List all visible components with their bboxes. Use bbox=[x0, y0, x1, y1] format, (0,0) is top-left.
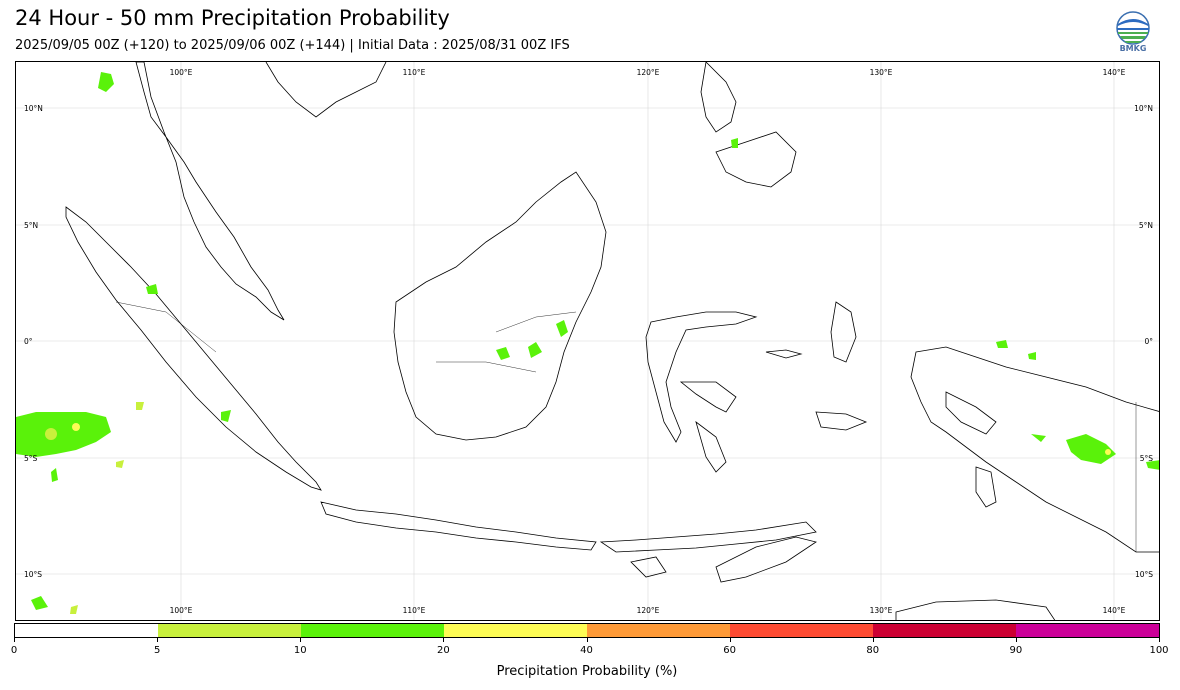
lon-label-bottom: 120°E bbox=[637, 606, 660, 615]
colorbar-segment bbox=[1016, 624, 1159, 637]
lon-label-top: 130°E bbox=[870, 68, 893, 77]
colorbar-tick-label: 80 bbox=[866, 645, 880, 656]
lon-label-top: 140°E bbox=[1103, 68, 1126, 77]
logo-text: BMKG bbox=[1119, 44, 1147, 53]
colorbar-tick bbox=[443, 638, 445, 642]
colorbar-tick-label: 90 bbox=[1009, 645, 1023, 656]
lat-label-right: 10°S bbox=[1135, 570, 1153, 579]
lat-label-right: 5°S bbox=[1140, 454, 1154, 463]
colorbar-label: Precipitation Probability (%) bbox=[496, 664, 678, 679]
lon-label-bottom: 140°E bbox=[1103, 606, 1126, 615]
colorbar-tick-label: 40 bbox=[580, 645, 593, 656]
lat-label-left: 5°N bbox=[24, 221, 38, 230]
colorbar-segment bbox=[15, 624, 158, 637]
colorbar-tick-label: 20 bbox=[437, 645, 450, 656]
colorbar-segment bbox=[444, 624, 587, 637]
colorbar-tick bbox=[729, 638, 731, 642]
lat-label-left: 10°N bbox=[24, 104, 43, 113]
lat-label-right: 0° bbox=[1144, 337, 1153, 346]
bmkg-logo bbox=[1114, 10, 1152, 56]
colorbar-segment bbox=[873, 624, 1016, 637]
colorbar-tick-label: 5 bbox=[153, 645, 161, 656]
colorbar-tick-label: 60 bbox=[723, 645, 736, 656]
colorbar-tick-label: 100 bbox=[1149, 645, 1169, 656]
colorbar-segment bbox=[158, 624, 301, 637]
lon-label-bottom: 100°E bbox=[170, 606, 193, 615]
lon-label-top: 100°E bbox=[170, 68, 193, 77]
lon-label-top: 120°E bbox=[637, 68, 660, 77]
colorbar-tick-label: 0 bbox=[10, 645, 18, 656]
lat-label-left: 5°S bbox=[24, 454, 38, 463]
colorbar-segment bbox=[730, 624, 873, 637]
map-gridlines bbox=[16, 62, 1159, 620]
colorbar-tick bbox=[1159, 638, 1160, 642]
chart-title: 24 Hour - 50 mm Precipitation Probabilit… bbox=[15, 6, 450, 30]
chart-subtitle: 2025/09/05 00Z (+120) to 2025/09/06 00Z … bbox=[15, 38, 570, 53]
colorbar-tick bbox=[14, 638, 15, 642]
colorbar-segment bbox=[587, 624, 730, 637]
lat-label-right: 5°N bbox=[1139, 221, 1153, 230]
lat-label-left: 0° bbox=[24, 337, 33, 346]
borders bbox=[115, 301, 1137, 552]
colorbar-tick bbox=[300, 638, 302, 642]
colorbar-tick bbox=[1015, 638, 1017, 642]
colorbar-tick bbox=[586, 638, 588, 642]
coastlines bbox=[65, 62, 1159, 620]
lon-label-bottom: 110°E bbox=[403, 606, 426, 615]
lon-label-bottom: 130°E bbox=[870, 606, 893, 615]
colorbar-tick bbox=[157, 638, 159, 642]
colorbar-ticks: 0 5 10 20 40 60 80 90 100 bbox=[10, 638, 1169, 658]
colorbar-segment bbox=[301, 624, 444, 637]
colorbar-tick bbox=[872, 638, 874, 642]
lat-label-left: 10°S bbox=[24, 570, 42, 579]
colorbar bbox=[14, 623, 1160, 638]
colorbar-tick-label: 10 bbox=[293, 645, 307, 656]
lon-label-top: 110°E bbox=[403, 68, 426, 77]
precipitation-areas bbox=[16, 72, 1159, 614]
lat-label-right: 10°N bbox=[1134, 104, 1153, 113]
precipitation-map: 100°E 110°E 120°E 130°E 140°E 100°E 110°… bbox=[15, 61, 1160, 621]
